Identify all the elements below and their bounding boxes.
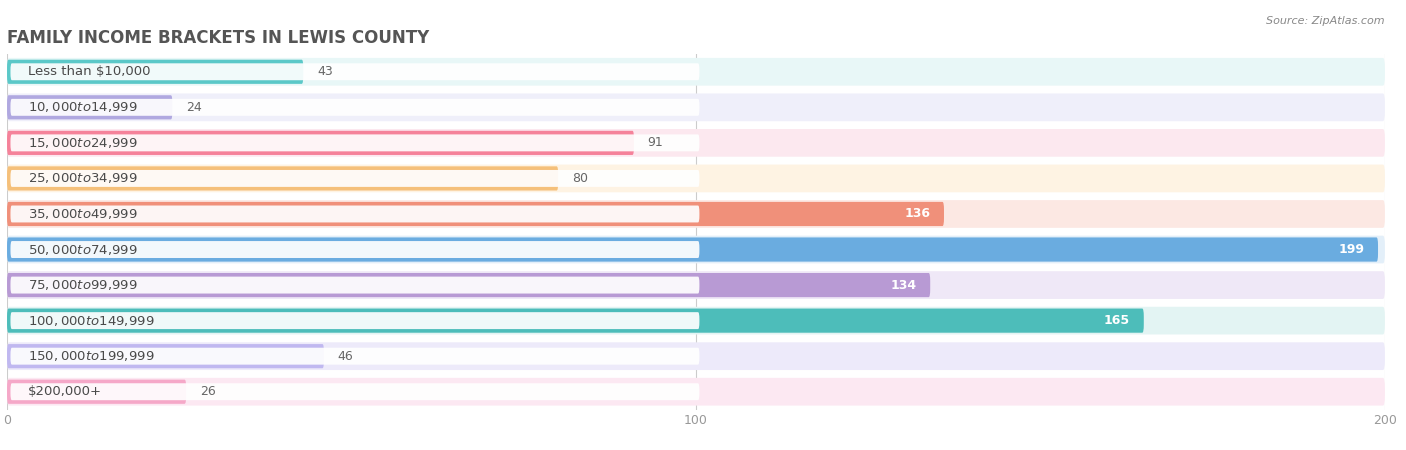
FancyBboxPatch shape <box>10 135 699 151</box>
FancyBboxPatch shape <box>10 170 699 187</box>
Text: $15,000 to $24,999: $15,000 to $24,999 <box>28 136 138 150</box>
FancyBboxPatch shape <box>7 166 558 190</box>
Text: $50,000 to $74,999: $50,000 to $74,999 <box>28 243 138 256</box>
FancyBboxPatch shape <box>10 277 699 293</box>
FancyBboxPatch shape <box>7 165 1385 192</box>
Text: Less than $10,000: Less than $10,000 <box>28 65 150 78</box>
FancyBboxPatch shape <box>7 58 1385 86</box>
FancyBboxPatch shape <box>7 60 304 84</box>
FancyBboxPatch shape <box>7 131 634 155</box>
FancyBboxPatch shape <box>7 307 1385 334</box>
Text: 43: 43 <box>318 65 333 78</box>
FancyBboxPatch shape <box>10 348 699 365</box>
FancyBboxPatch shape <box>10 312 699 329</box>
FancyBboxPatch shape <box>10 99 699 116</box>
FancyBboxPatch shape <box>7 271 1385 299</box>
FancyBboxPatch shape <box>7 380 186 404</box>
FancyBboxPatch shape <box>7 129 1385 157</box>
FancyBboxPatch shape <box>10 241 699 258</box>
Text: $100,000 to $149,999: $100,000 to $149,999 <box>28 314 155 328</box>
Text: $25,000 to $34,999: $25,000 to $34,999 <box>28 171 138 185</box>
Text: 136: 136 <box>904 207 931 220</box>
Text: FAMILY INCOME BRACKETS IN LEWIS COUNTY: FAMILY INCOME BRACKETS IN LEWIS COUNTY <box>7 29 429 47</box>
FancyBboxPatch shape <box>7 238 1378 261</box>
FancyBboxPatch shape <box>7 94 1385 121</box>
FancyBboxPatch shape <box>7 344 323 368</box>
FancyBboxPatch shape <box>7 273 931 297</box>
Text: 26: 26 <box>200 385 215 398</box>
Text: 199: 199 <box>1339 243 1364 256</box>
Text: 46: 46 <box>337 350 353 363</box>
FancyBboxPatch shape <box>7 236 1385 263</box>
Text: 91: 91 <box>648 136 664 149</box>
FancyBboxPatch shape <box>7 95 173 119</box>
Text: $10,000 to $14,999: $10,000 to $14,999 <box>28 100 138 114</box>
FancyBboxPatch shape <box>10 63 699 80</box>
Text: $35,000 to $49,999: $35,000 to $49,999 <box>28 207 138 221</box>
FancyBboxPatch shape <box>10 206 699 222</box>
Text: 165: 165 <box>1104 314 1130 327</box>
Text: 134: 134 <box>890 279 917 292</box>
Text: 24: 24 <box>186 101 202 114</box>
FancyBboxPatch shape <box>7 378 1385 405</box>
Text: $150,000 to $199,999: $150,000 to $199,999 <box>28 349 155 363</box>
Text: Source: ZipAtlas.com: Source: ZipAtlas.com <box>1267 16 1385 26</box>
FancyBboxPatch shape <box>10 383 699 400</box>
Text: $200,000+: $200,000+ <box>28 385 101 398</box>
Text: $75,000 to $99,999: $75,000 to $99,999 <box>28 278 138 292</box>
FancyBboxPatch shape <box>7 309 1144 333</box>
FancyBboxPatch shape <box>7 342 1385 370</box>
FancyBboxPatch shape <box>7 200 1385 228</box>
Text: 80: 80 <box>572 172 588 185</box>
FancyBboxPatch shape <box>7 202 943 226</box>
